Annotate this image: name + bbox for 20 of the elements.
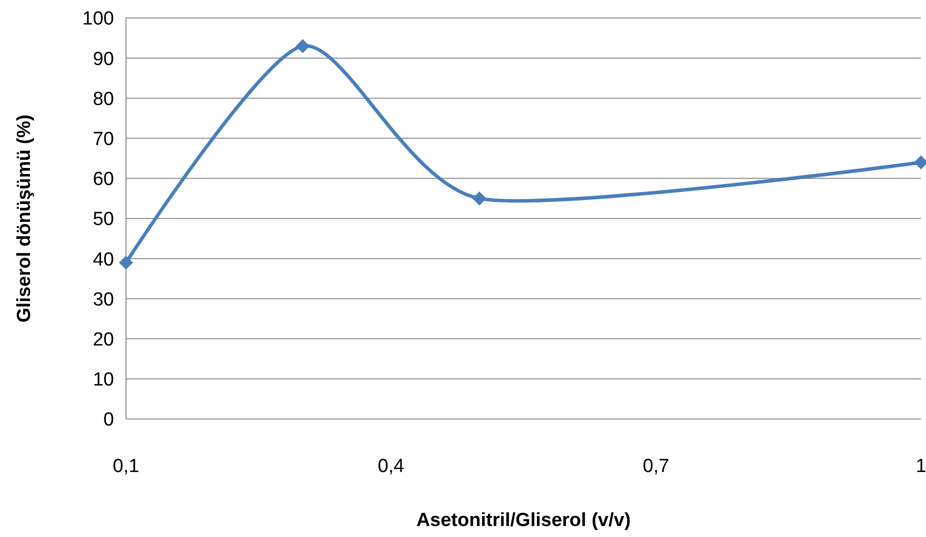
y-tick-label: 50	[92, 209, 114, 230]
y-tick-label: 100	[82, 8, 114, 30]
x-tick-label: 1	[916, 456, 926, 477]
y-tick-label: 90	[92, 48, 114, 70]
x-tick-label: 0,1	[112, 456, 140, 477]
point	[296, 39, 310, 54]
x-axis-title: Asetonitril/Gliserol (v/v)	[416, 510, 631, 531]
y-tick-label: 70	[92, 128, 114, 150]
y-tick-label: 60	[92, 169, 114, 190]
y-tick-label: 0	[103, 410, 114, 431]
y-tick-label: 40	[92, 249, 114, 270]
y-tick-label: 20	[92, 329, 114, 350]
y-tick-label: 10	[92, 370, 114, 391]
y-axis-title: Gliserol dönüşümü (%)	[14, 114, 35, 322]
x-tick-label: 0,4	[378, 456, 405, 477]
point	[472, 191, 486, 206]
y-tick-label: 80	[92, 88, 114, 110]
y-tick-label: 30	[92, 289, 114, 310]
point	[119, 256, 133, 270]
x-tick-label: 0,7	[642, 456, 670, 477]
